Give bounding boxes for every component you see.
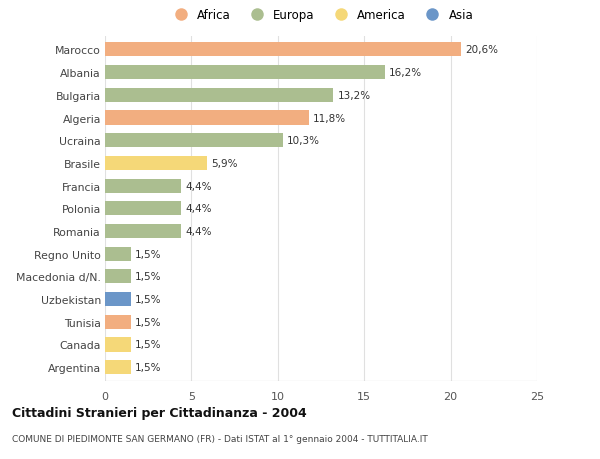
Bar	[105, 247, 131, 261]
Text: Cittadini Stranieri per Cittadinanza - 2004: Cittadini Stranieri per Cittadinanza - 2…	[12, 406, 307, 419]
Bar	[105, 89, 333, 103]
Text: 13,2%: 13,2%	[337, 90, 371, 101]
Text: COMUNE DI PIEDIMONTE SAN GERMANO (FR) - Dati ISTAT al 1° gennaio 2004 - TUTTITAL: COMUNE DI PIEDIMONTE SAN GERMANO (FR) - …	[12, 434, 428, 443]
Bar	[105, 43, 461, 57]
Bar	[105, 292, 131, 307]
Text: 4,4%: 4,4%	[185, 204, 212, 214]
Text: 16,2%: 16,2%	[389, 68, 422, 78]
Bar	[105, 111, 309, 125]
Text: 1,5%: 1,5%	[135, 363, 162, 372]
Text: 1,5%: 1,5%	[135, 340, 162, 350]
Text: 20,6%: 20,6%	[465, 45, 498, 55]
Legend: Africa, Europa, America, Asia: Africa, Europa, America, Asia	[166, 6, 476, 24]
Bar	[105, 315, 131, 329]
Text: 1,5%: 1,5%	[135, 249, 162, 259]
Text: 4,4%: 4,4%	[185, 226, 212, 236]
Text: 1,5%: 1,5%	[135, 272, 162, 282]
Bar	[105, 134, 283, 148]
Bar	[105, 338, 131, 352]
Bar	[105, 270, 131, 284]
Text: 5,9%: 5,9%	[211, 158, 238, 168]
Text: 11,8%: 11,8%	[313, 113, 346, 123]
Bar	[105, 360, 131, 375]
Bar	[105, 66, 385, 80]
Bar	[105, 224, 181, 239]
Text: 4,4%: 4,4%	[185, 181, 212, 191]
Bar	[105, 179, 181, 193]
Text: 1,5%: 1,5%	[135, 294, 162, 304]
Text: 10,3%: 10,3%	[287, 136, 320, 146]
Bar	[105, 202, 181, 216]
Text: 1,5%: 1,5%	[135, 317, 162, 327]
Bar	[105, 157, 207, 171]
